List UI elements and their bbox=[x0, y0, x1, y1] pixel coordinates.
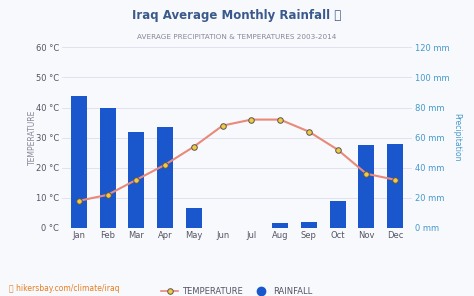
Bar bbox=[330, 201, 346, 228]
Bar bbox=[128, 132, 144, 228]
Bar bbox=[387, 144, 403, 228]
Bar bbox=[186, 208, 202, 228]
Text: Iraq Average Monthly Rainfall ⛵: Iraq Average Monthly Rainfall ⛵ bbox=[132, 9, 342, 22]
Bar bbox=[358, 145, 374, 228]
Bar bbox=[301, 222, 317, 228]
Text: ⛳ hikersbay.com/climate/iraq: ⛳ hikersbay.com/climate/iraq bbox=[9, 284, 120, 293]
Y-axis label: TEMPERATURE: TEMPERATURE bbox=[28, 110, 37, 165]
Bar bbox=[71, 96, 87, 228]
Bar bbox=[100, 107, 116, 228]
Legend: TEMPERATURE, RAINFALL: TEMPERATURE, RAINFALL bbox=[158, 284, 316, 296]
Y-axis label: Precipitation: Precipitation bbox=[453, 113, 462, 162]
Bar bbox=[272, 223, 288, 228]
Bar bbox=[157, 127, 173, 228]
Text: AVERAGE PRECIPITATION & TEMPERATURES 2003-2014: AVERAGE PRECIPITATION & TEMPERATURES 200… bbox=[137, 34, 337, 40]
